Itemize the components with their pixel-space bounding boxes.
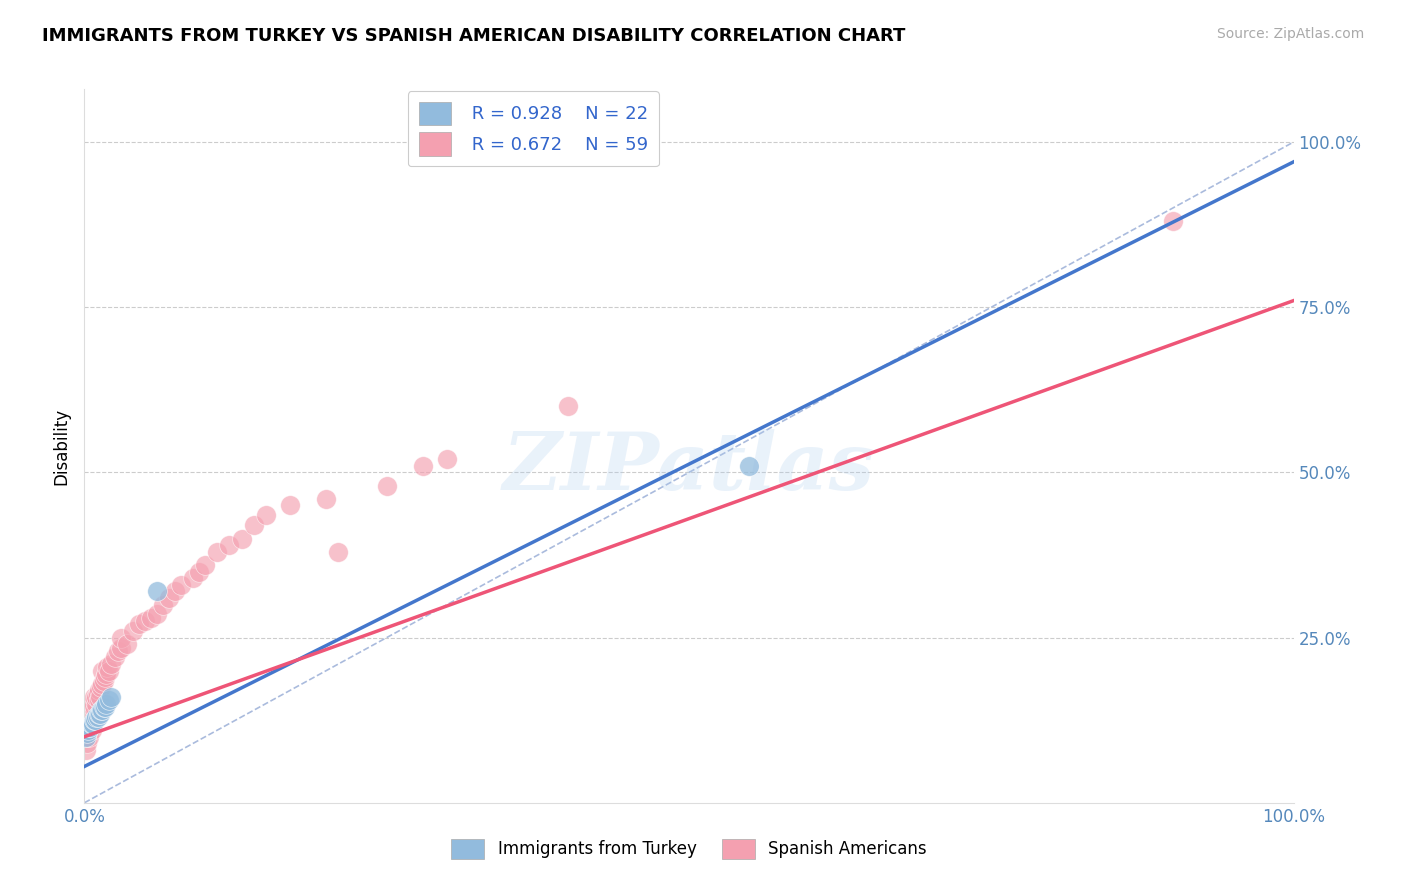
Point: [87, 706, 110, 721]
Point: [93, 700, 115, 714]
Y-axis label: Disability: Disability: [52, 408, 70, 484]
Point: [315, 491, 337, 506]
Point: [134, 614, 156, 628]
Point: [79, 710, 101, 724]
Point: [242, 518, 264, 533]
Point: [82, 716, 104, 731]
Point: [165, 584, 187, 599]
Point: [218, 538, 240, 552]
Point: [254, 508, 277, 523]
Point: [107, 644, 129, 658]
Text: Source: ZipAtlas.com: Source: ZipAtlas.com: [1216, 27, 1364, 41]
Point: [80, 723, 103, 738]
Point: [188, 565, 211, 579]
Point: [110, 640, 132, 655]
Point: [83, 690, 105, 704]
Point: [170, 578, 193, 592]
Point: [86, 690, 108, 704]
Point: [139, 611, 162, 625]
Point: [76, 726, 98, 740]
Point: [75, 730, 97, 744]
Point: [412, 458, 434, 473]
Point: [91, 677, 114, 691]
Point: [76, 736, 98, 750]
Point: [77, 730, 100, 744]
Point: [90, 703, 112, 717]
Point: [207, 545, 229, 559]
Text: ZIPatlas: ZIPatlas: [503, 429, 875, 506]
Point: [104, 650, 127, 665]
Point: [89, 690, 111, 704]
Point: [115, 637, 138, 651]
Point: [97, 693, 120, 707]
Text: IMMIGRANTS FROM TURKEY VS SPANISH AMERICAN DISABILITY CORRELATION CHART: IMMIGRANTS FROM TURKEY VS SPANISH AMERIC…: [42, 27, 905, 45]
Point: [90, 680, 112, 694]
Point: [94, 667, 117, 681]
Point: [375, 478, 398, 492]
Point: [83, 713, 105, 727]
Point: [79, 720, 101, 734]
Point: [86, 710, 108, 724]
Point: [79, 716, 101, 731]
Point: [436, 452, 458, 467]
Point: [80, 716, 103, 731]
Point: [82, 716, 104, 731]
Point: [77, 723, 100, 738]
Point: [93, 673, 115, 688]
Point: [157, 591, 180, 605]
Point: [83, 710, 105, 724]
Point: [86, 710, 108, 724]
Point: [146, 584, 169, 599]
Point: [87, 683, 110, 698]
Point: [100, 690, 122, 704]
Point: [75, 743, 97, 757]
Point: [231, 532, 253, 546]
Point: [76, 730, 98, 744]
Point: [91, 664, 114, 678]
Point: [84, 703, 107, 717]
Point: [278, 499, 301, 513]
Point: [77, 723, 100, 738]
Point: [87, 693, 110, 707]
Point: [128, 617, 150, 632]
Point: [89, 706, 111, 721]
Point: [86, 697, 108, 711]
Legend: Immigrants from Turkey, Spanish Americans: Immigrants from Turkey, Spanish American…: [444, 832, 934, 866]
Point: [94, 697, 117, 711]
Point: [121, 624, 143, 638]
Point: [80, 703, 103, 717]
Point: [86, 687, 108, 701]
Point: [97, 664, 120, 678]
Point: [181, 571, 204, 585]
Point: [194, 558, 217, 572]
Point: [1161, 214, 1184, 228]
Point: [82, 697, 104, 711]
Point: [94, 700, 117, 714]
Point: [94, 670, 117, 684]
Point: [91, 703, 114, 717]
Point: [77, 720, 100, 734]
Point: [146, 607, 169, 622]
Point: [110, 631, 132, 645]
Point: [152, 598, 174, 612]
Point: [738, 458, 761, 473]
Point: [328, 545, 350, 559]
Point: [96, 660, 118, 674]
Point: [84, 713, 107, 727]
Point: [100, 657, 122, 671]
Point: [557, 400, 579, 414]
